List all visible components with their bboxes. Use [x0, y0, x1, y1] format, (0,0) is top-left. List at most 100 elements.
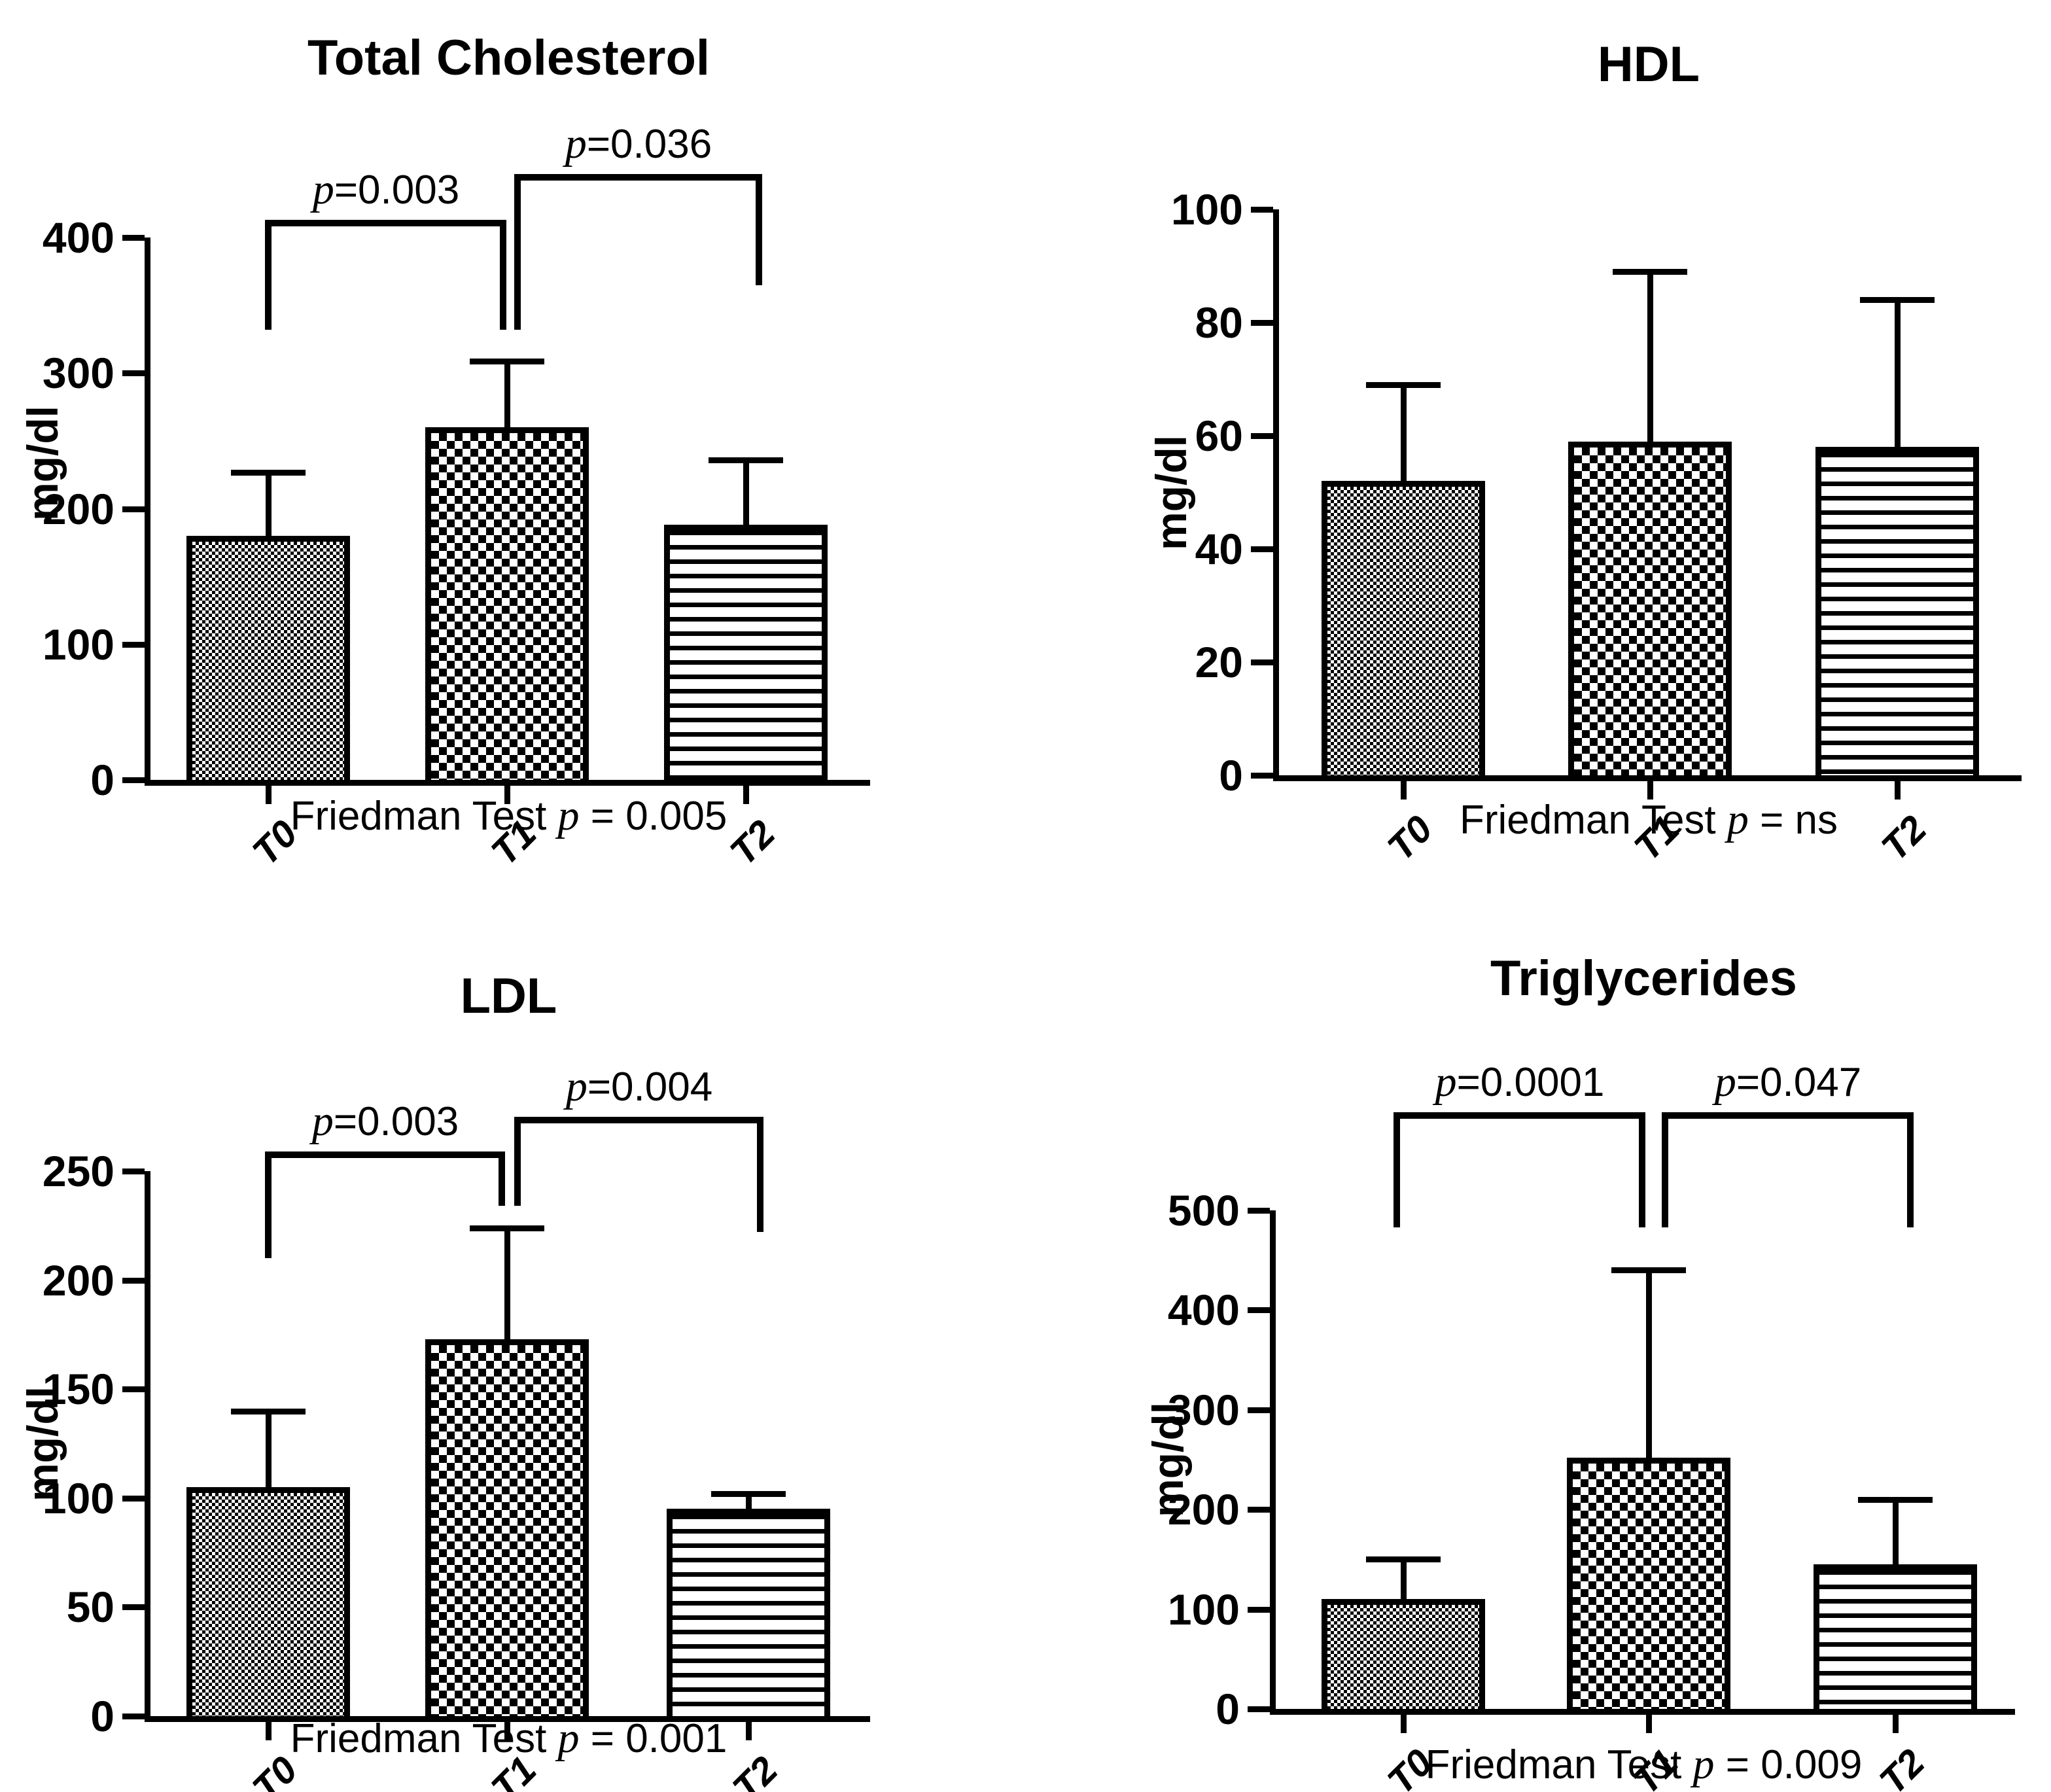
- y-tick-label: 40: [1195, 525, 1243, 573]
- y-tick: [1248, 1208, 1270, 1214]
- bar-t2: [664, 525, 828, 786]
- significance-bracket-right-leg: [499, 1151, 505, 1206]
- y-tick: [1248, 1607, 1270, 1613]
- y-tick-label: 500: [1167, 1186, 1240, 1235]
- y-tick: [122, 1713, 145, 1719]
- y-tick-label: 0: [90, 1692, 114, 1740]
- error-bar-stem: [1646, 1270, 1652, 1458]
- y-tick-label: 200: [42, 1256, 114, 1305]
- error-bar-cap: [709, 457, 783, 463]
- significance-bracket-left-leg: [1662, 1112, 1668, 1227]
- error-bar-stem: [266, 1411, 272, 1488]
- y-tick: [122, 1604, 145, 1610]
- y-tick-label: 100: [42, 1474, 114, 1522]
- chart-title: LDL: [460, 968, 557, 1024]
- error-bar-stem: [746, 1494, 752, 1509]
- significance-bracket-bar: [265, 220, 506, 226]
- y-axis-title: mg/dl: [18, 1386, 67, 1502]
- y-tick-label: 150: [42, 1365, 114, 1413]
- significance-bracket-left-leg: [514, 174, 521, 330]
- error-bar-stem: [743, 460, 749, 525]
- error-bar-stem: [1401, 1559, 1407, 1599]
- error-bar-cap: [1366, 1556, 1441, 1562]
- y-tick-label: 300: [1167, 1386, 1240, 1434]
- y-tick-label: 0: [90, 756, 114, 804]
- significance-p-label: p=0.047: [1714, 1058, 1862, 1106]
- significance-bracket-left-leg: [1394, 1112, 1400, 1227]
- y-tick: [122, 1496, 145, 1502]
- bar-t1: [425, 427, 589, 786]
- error-bar-stem: [1895, 300, 1901, 447]
- y-tick: [1251, 659, 1273, 665]
- y-tick: [1251, 320, 1273, 326]
- y-tick: [122, 777, 145, 783]
- significance-bracket-bar: [1394, 1112, 1645, 1119]
- error-bar-stem: [266, 472, 272, 536]
- y-axis-title: mg/dl: [1147, 435, 1195, 550]
- chart-title: Total Cholesterol: [307, 30, 710, 86]
- x-tick: [1646, 1715, 1652, 1733]
- x-tick: [1401, 781, 1407, 799]
- y-tick: [122, 1168, 145, 1174]
- bar-t1: [425, 1339, 589, 1722]
- y-tick-label: 300: [42, 349, 114, 397]
- plot-area: 0 100 200 300 400 mg/dl T0 T1 T2 p=0.003 p=0.036: [0, 0, 1021, 896]
- x-tick: [743, 786, 749, 804]
- x-tick: [1647, 781, 1653, 799]
- y-tick-label: 50: [66, 1583, 114, 1631]
- panel-total-cholesterol: Total Cholesterol 0 100 200 300 400 mg/dl T0 T1…: [0, 0, 1021, 896]
- y-tick-label: 200: [42, 485, 114, 533]
- y-tick: [122, 642, 145, 648]
- error-bar-stem: [504, 1228, 510, 1339]
- significance-bracket-bar: [514, 174, 762, 181]
- error-bar-cap: [231, 1409, 306, 1414]
- error-bar-stem: [504, 361, 510, 428]
- y-tick-label: 400: [1167, 1286, 1240, 1334]
- bar-t0: [186, 1487, 350, 1722]
- friedman-test-caption: Friedman Test p = ns: [1459, 796, 1838, 843]
- y-tick-label: 0: [1216, 1685, 1240, 1733]
- significance-bracket-right-leg: [756, 174, 762, 285]
- significance-bracket-right-leg: [1907, 1112, 1914, 1227]
- error-bar-cap: [231, 470, 306, 476]
- panel-triglycerides: Triglycerides 0 100 200 300 400 500 mg/dl T0 T1 T…: [1021, 896, 2051, 1792]
- chart-title: HDL: [1597, 37, 1700, 92]
- x-tick: [504, 1722, 510, 1740]
- y-tick-label: 250: [42, 1147, 114, 1195]
- significance-bracket-bar: [514, 1117, 763, 1123]
- x-tick: [746, 1722, 752, 1740]
- bar-t1: [1568, 442, 1732, 781]
- significance-p-label: p=0.003: [311, 1097, 459, 1145]
- y-axis-title: mg/dl: [1144, 1402, 1192, 1517]
- significance-bracket-right-leg: [500, 220, 506, 330]
- bar-t2: [1814, 1564, 1977, 1715]
- x-tick: [504, 786, 510, 804]
- friedman-test-caption: Friedman Test p = 0.001: [290, 1714, 727, 1762]
- bar-t0: [1322, 1599, 1485, 1715]
- y-tick-label: 200: [1167, 1485, 1240, 1534]
- error-bar-stem: [1893, 1500, 1899, 1564]
- significance-p-label: p=0.036: [565, 120, 712, 167]
- x-tick: [1401, 1715, 1407, 1733]
- error-bar-cap: [1366, 382, 1441, 388]
- y-tick: [122, 506, 145, 512]
- y-axis-title: mg/dl: [18, 406, 67, 521]
- y-tick: [122, 370, 145, 376]
- panel-hdl: HDL 0 20 40 60 80 100 mg/dl T0 T1 T2 Friedman Tes…: [1021, 0, 2051, 896]
- friedman-test-caption: Friedman Test p = 0.009: [1425, 1740, 1863, 1788]
- x-tick: [266, 1722, 272, 1740]
- significance-bracket-left-leg: [265, 220, 272, 330]
- significance-p-label: p=0.003: [312, 166, 460, 213]
- significance-bracket-right-leg: [1639, 1112, 1645, 1227]
- error-bar-stem: [1401, 385, 1407, 481]
- chart-title: Triglycerides: [1490, 951, 1797, 1006]
- bar-t0: [1322, 481, 1485, 781]
- error-bar-cap: [1860, 297, 1935, 303]
- y-axis-line: [145, 1171, 150, 1722]
- panel-ldl: LDL 0 50 100 150 200 250 mg/dl T0 T1 T2 p=0.003 p=0…: [0, 896, 1021, 1792]
- y-tick-label: 400: [42, 213, 114, 262]
- error-bar-cap: [1613, 269, 1687, 275]
- x-tick: [1895, 781, 1901, 799]
- y-tick-label: 100: [1170, 185, 1243, 234]
